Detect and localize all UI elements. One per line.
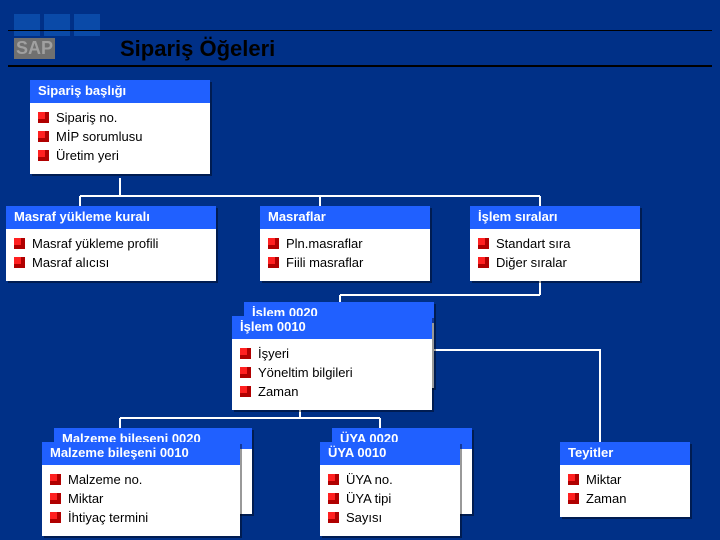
card-title: Masraf yükleme kuralı xyxy=(6,206,216,229)
list-item: Zaman xyxy=(568,491,682,508)
list-item: Üretim yeri xyxy=(38,148,202,165)
list-item: Malzeme no. xyxy=(50,472,232,489)
list-item: Zaman xyxy=(240,384,424,401)
card-order-header: Sipariş başlığı Sipariş no. MİP sorumlus… xyxy=(30,80,210,174)
rule-top xyxy=(8,30,712,31)
card-title: Sipariş başlığı xyxy=(30,80,210,103)
card-component: Malzeme bileşeni 0010 Malzeme no. Miktar… xyxy=(42,442,240,536)
list-item: Pln.masraflar xyxy=(268,236,422,253)
list-item: Sayısı xyxy=(328,510,452,527)
card-title: Teyitler xyxy=(560,442,690,465)
card-title: Malzeme bileşeni 0010 xyxy=(42,442,240,465)
card-operation: İşlem 0010 İşyeri Yöneltim bilgileri Zam… xyxy=(232,316,432,410)
card-costs: Masraflar Pln.masraflar Fiili masraflar xyxy=(260,206,430,281)
list-item: İşyeri xyxy=(240,346,424,363)
card-routing: İşlem sıraları Standart sıra Diğer sıral… xyxy=(470,206,640,281)
list-item: Masraf alıcısı xyxy=(14,255,208,272)
card-title: Masraflar xyxy=(260,206,430,229)
card-prt: ÜYA 0010 ÜYA no. ÜYA tipi Sayısı xyxy=(320,442,460,536)
list-item: Yöneltim bilgileri xyxy=(240,365,424,382)
rule-under-title xyxy=(8,65,712,67)
list-item: MİP sorumlusu xyxy=(38,129,202,146)
list-item: İhtiyaç termini xyxy=(50,510,232,527)
list-item: Fiili masraflar xyxy=(268,255,422,272)
card-settlement-rule: Masraf yükleme kuralı Masraf yükleme pro… xyxy=(6,206,216,281)
list-item: Standart sıra xyxy=(478,236,632,253)
list-item: Diğer sıralar xyxy=(478,255,632,272)
list-item: ÜYA tipi xyxy=(328,491,452,508)
card-title: İşlem sıraları xyxy=(470,206,640,229)
list-item: Miktar xyxy=(50,491,232,508)
logo-grid xyxy=(14,14,100,36)
list-item: Sipariş no. xyxy=(38,110,202,127)
list-item: Masraf yükleme profili xyxy=(14,236,208,253)
list-item: Miktar xyxy=(568,472,682,489)
list-item: ÜYA no. xyxy=(328,472,452,489)
page-title: Sipariş Öğeleri xyxy=(120,36,275,62)
card-title: ÜYA 0010 xyxy=(320,442,460,465)
card-title: İşlem 0010 xyxy=(232,316,432,339)
logo-text: SAP xyxy=(14,38,55,59)
card-confirmations: Teyitler Miktar Zaman xyxy=(560,442,690,517)
